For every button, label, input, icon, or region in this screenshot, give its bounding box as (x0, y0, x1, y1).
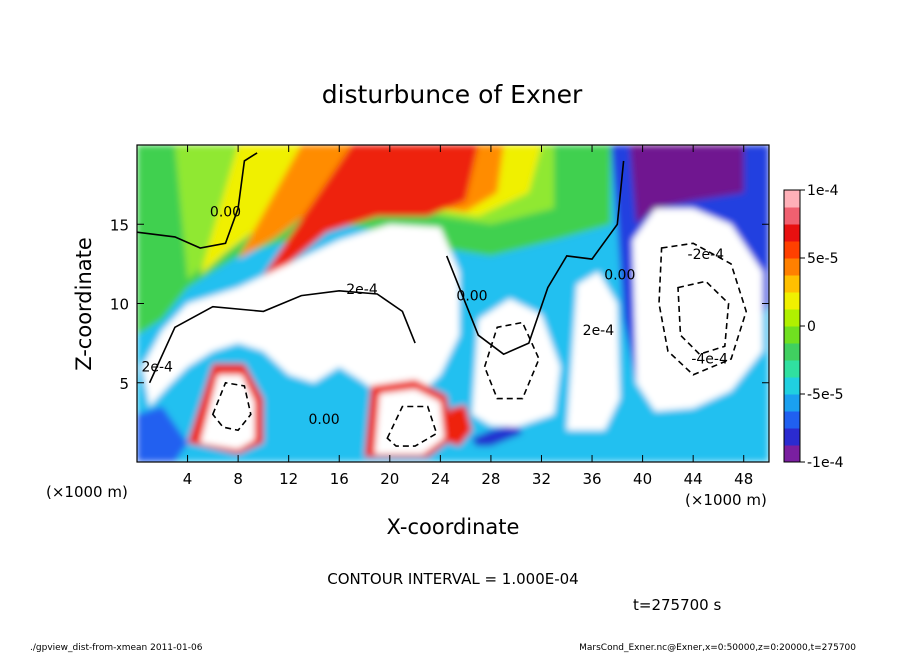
contour-label-5: 2e-4 (583, 323, 615, 339)
colorbar-swatch-3 (784, 394, 800, 412)
colorbar-swatch-13 (784, 224, 800, 242)
field-white-cell-bottom (200, 374, 255, 450)
colorbar-swatch-4 (784, 377, 800, 395)
contour-lines (137, 152, 748, 447)
colorbar-tick-label-3: -5e-5 (807, 387, 844, 403)
colorbar-swatch-1 (784, 428, 800, 446)
x-unit-label-right: (×1000 m) (685, 491, 767, 509)
x-tick-label-20: 20 (380, 470, 399, 488)
contour-cell-8 (211, 381, 252, 432)
colorbar-tick-label-1: 5e-5 (807, 251, 838, 267)
colorbar-swatch-2 (784, 411, 800, 429)
contour-neg2e4-right (658, 242, 748, 376)
field-white-cell-36 (566, 271, 620, 431)
contour-label-4: 0.00 (604, 268, 635, 284)
colorbar-swatch-14 (784, 207, 800, 225)
colorbar-swatch-9 (784, 292, 800, 310)
x-tick-label-40: 40 (633, 470, 652, 488)
contour-neg4e4-right (677, 280, 730, 356)
colorbar-tick-label-4: -1e-4 (807, 455, 844, 471)
colorbar-tick-label-2: 0 (807, 319, 816, 335)
x-tick-label-36: 36 (582, 470, 601, 488)
field-white-cell-28 (472, 298, 561, 428)
x-tick-label-44: 44 (684, 470, 703, 488)
time-note: t=275700 s (633, 596, 721, 614)
contour-label-3: 0.00 (456, 288, 487, 304)
footer-right: MarsCond_Exner.nc@Exner,x=0:50000,z=0:20… (579, 643, 856, 653)
x-tick-label-8: 8 (233, 470, 243, 488)
field-white-cell-middle (374, 389, 445, 455)
field-white-core-right (632, 208, 763, 412)
x-unit-label-left: (×1000 m) (46, 483, 128, 501)
contour-label-0: 0.00 (210, 204, 241, 220)
field-blue-cell-right (472, 424, 523, 447)
contour-label-7: -4e-4 (691, 352, 728, 368)
contour-zero-mid (445, 160, 625, 356)
colorbar-swatch-0 (784, 445, 800, 463)
contour-interval-note: CONTOUR INTERVAL = 1.000E-04 (327, 570, 578, 588)
x-tick-label-4: 4 (183, 470, 193, 488)
colorbar-tick-label-0: 1e-4 (807, 183, 839, 199)
field-red-spot (444, 404, 472, 447)
x-tick-label-24: 24 (431, 470, 450, 488)
colorbar-swatch-6 (784, 343, 800, 361)
footer-left: ./gpview_dist-from-xmean 2011-01-06 (30, 643, 203, 653)
contour-cell-22 (386, 405, 438, 447)
field-blue-lower-left (137, 406, 188, 462)
contour-label-6: -2e-4 (688, 247, 725, 263)
x-tick-label-16: 16 (330, 470, 349, 488)
colorbar-swatch-11 (784, 258, 800, 276)
contour-cell-28 (483, 321, 540, 400)
y-tick-label-10: 10 (110, 296, 129, 314)
contour-zero-left (137, 152, 258, 249)
colorbar-ticks: 1e-4 5e-5 0 -5e-5 -1e-4 (800, 183, 844, 471)
x-tick-label-32: 32 (532, 470, 551, 488)
contour-label-8: 0.00 (309, 412, 340, 428)
contour-label-2: 2e-4 (141, 360, 173, 376)
chart-title: disturbunce of Exner (322, 80, 583, 109)
colorbar-swatch-10 (784, 275, 800, 293)
x-tick-label-48: 48 (734, 470, 753, 488)
plot-area (137, 145, 769, 462)
colorbar-swatch-7 (784, 326, 800, 344)
contour-2e4-left (148, 289, 416, 384)
field-red-band (257, 145, 479, 285)
y-axis: 5 10 15 (110, 216, 769, 393)
contour-labels: 0.00 2e-4 2e-4 0.00 0.00 2e-4 -2e-4 -4e-4 0.00 (141, 204, 728, 428)
x-axis: 4 8 12 16 20 24 28 32 36 40 44 48 (183, 145, 753, 488)
contour-label-1: 2e-4 (346, 282, 378, 298)
y-tick-label-5: 5 (119, 375, 129, 393)
colorbar-swatch-5 (784, 360, 800, 378)
colorbar (783, 189, 801, 463)
colorbar-swatch-12 (784, 241, 800, 259)
y-axis-label: Z-coordinate (72, 237, 96, 371)
x-tick-label-12: 12 (279, 470, 298, 488)
filled-contour-field (137, 145, 769, 462)
x-axis-label: X-coordinate (387, 515, 520, 539)
field-white-core-left (142, 224, 460, 407)
x-tick-label-28: 28 (481, 470, 500, 488)
field-purple-band-right (630, 145, 744, 225)
colorbar-swatch-15 (784, 190, 800, 208)
y-tick-label-15: 15 (110, 216, 129, 234)
colorbar-swatch-8 (784, 309, 800, 327)
